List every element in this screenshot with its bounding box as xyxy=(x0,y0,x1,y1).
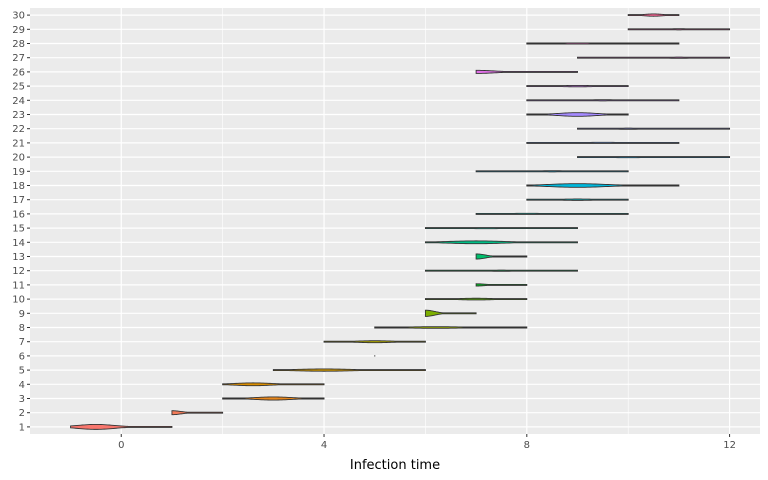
y-tick-label: 17 xyxy=(12,195,25,206)
y-tick-label: 16 xyxy=(12,209,25,220)
violin xyxy=(425,298,526,300)
x-tick-label: 0 xyxy=(118,440,124,451)
y-tick-label: 7 xyxy=(19,337,25,348)
violin xyxy=(527,142,679,143)
y-tick-label: 30 xyxy=(12,11,25,22)
violin xyxy=(527,100,679,101)
y-tick-label: 8 xyxy=(19,323,25,334)
x-tick-label: 8 xyxy=(524,440,530,451)
violin xyxy=(578,128,730,129)
violin xyxy=(324,341,425,343)
y-tick-label: 28 xyxy=(12,39,25,50)
violin xyxy=(628,29,729,30)
violin xyxy=(476,284,527,286)
violin xyxy=(628,14,679,16)
y-tick-label: 15 xyxy=(12,224,25,235)
y-tick-label: 20 xyxy=(12,153,25,164)
y-tick-label: 22 xyxy=(12,124,25,135)
violin xyxy=(425,270,577,271)
y-tick-label: 5 xyxy=(19,366,25,377)
violin xyxy=(578,157,730,158)
y-tick-label: 11 xyxy=(12,280,25,291)
y-tick-label: 9 xyxy=(19,309,25,320)
violin xyxy=(375,327,527,329)
y-tick-label: 6 xyxy=(19,351,25,362)
y-tick-label: 10 xyxy=(12,295,25,306)
y-tick-label: 21 xyxy=(12,138,25,149)
y-tick-label: 24 xyxy=(12,96,25,107)
x-axis-title: Infection time xyxy=(350,458,440,473)
y-tick-label: 18 xyxy=(12,181,25,192)
y-tick-label: 4 xyxy=(19,380,25,391)
y-tick-label: 23 xyxy=(12,110,25,121)
violin xyxy=(476,213,628,214)
x-tick-label: 12 xyxy=(723,440,736,451)
violin xyxy=(425,228,577,229)
x-tick-label: 4 xyxy=(321,440,327,451)
violin xyxy=(527,85,628,86)
y-axis: 1234567891011121314151617181920212223242… xyxy=(12,11,30,434)
y-tick-label: 14 xyxy=(12,238,25,249)
violin xyxy=(476,171,628,172)
y-tick-label: 2 xyxy=(19,408,25,419)
y-tick-label: 1 xyxy=(19,422,25,433)
violin xyxy=(527,43,679,44)
violin xyxy=(578,57,730,58)
y-tick-label: 25 xyxy=(12,82,25,93)
x-axis: 0 4 8 12 xyxy=(118,434,736,451)
y-tick-label: 29 xyxy=(12,25,25,36)
y-tick-label: 12 xyxy=(12,266,25,277)
y-tick-label: 3 xyxy=(19,394,25,405)
y-tick-label: 26 xyxy=(12,67,25,78)
violin xyxy=(527,199,628,200)
violin xyxy=(273,369,425,371)
y-tick-label: 13 xyxy=(12,252,25,263)
y-tick-label: 19 xyxy=(12,167,25,178)
y-tick-label: 27 xyxy=(12,53,25,64)
